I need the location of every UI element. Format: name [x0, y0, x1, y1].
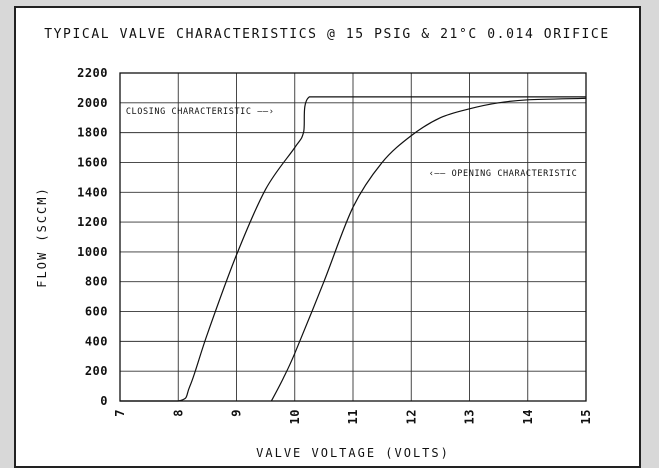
y-tick-label: 800: [85, 275, 108, 289]
y-tick-label: 1400: [77, 185, 108, 199]
chart-frame: TYPICAL VALVE CHARACTERISTICS @ 15 PSIG …: [14, 6, 641, 468]
plot-area: [119, 72, 587, 402]
y-tick-label: 1000: [77, 245, 108, 259]
y-tick-label: 0: [100, 394, 108, 408]
y-tick-label: 2200: [77, 66, 108, 80]
annotation-opening: ‹—— OPENING CHARACTERISTIC: [429, 169, 578, 179]
x-tick-label: 9: [230, 409, 244, 417]
y-tick-label: 1200: [77, 215, 108, 229]
y-tick-label: 600: [85, 305, 108, 319]
y-tick-label: 2000: [77, 96, 108, 110]
x-tick-label: 10: [288, 409, 302, 424]
series-line-opening: [270, 97, 587, 402]
x-axis-label: VALVE VOLTAGE (VOLTS): [256, 446, 450, 460]
series-curves: [120, 96, 587, 402]
y-tick-labels: 0 200 400 600 800 1000 1200 1400 1600 1800 2000 220…: [77, 66, 108, 408]
series-line-closing: [120, 96, 586, 402]
chart-title: TYPICAL VALVE CHARACTERISTICS @ 15 PSIG …: [44, 27, 610, 42]
x-tick-label: 8: [171, 409, 185, 417]
x-tick-label: 13: [463, 409, 477, 424]
grid-lines: [119, 72, 587, 402]
y-tick-label: 1600: [77, 155, 108, 169]
y-axis-label: FLOW (SCCM): [35, 186, 49, 287]
x-tick-label: 7: [113, 409, 127, 417]
y-tick-label: 400: [85, 334, 108, 348]
x-tick-label: 15: [579, 409, 593, 424]
x-tick-label: 14: [521, 409, 535, 424]
annotation-closing: CLOSING CHARACTERISTIC ——›: [126, 107, 275, 117]
y-tick-label: 200: [85, 364, 108, 378]
x-tick-label: 11: [346, 409, 360, 424]
annotations: CLOSING CHARACTERISTIC ——› ‹—— OPENING CH…: [126, 107, 578, 179]
valve-chart: TYPICAL VALVE CHARACTERISTICS @ 15 PSIG …: [35, 27, 610, 460]
y-tick-label: 1800: [77, 126, 108, 140]
x-tick-labels: 7 8 9 10 11 12 13 14 15: [113, 409, 593, 424]
x-tick-label: 12: [404, 409, 418, 424]
